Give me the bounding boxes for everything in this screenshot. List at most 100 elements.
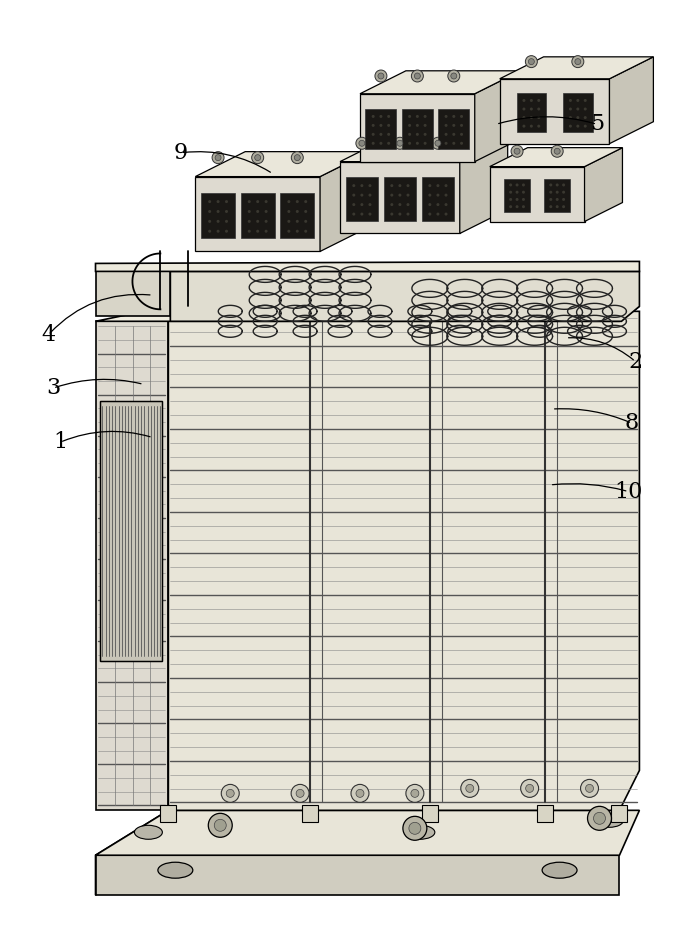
Circle shape	[222, 785, 239, 803]
Circle shape	[416, 115, 419, 118]
Circle shape	[445, 115, 447, 118]
Circle shape	[538, 107, 540, 110]
Circle shape	[406, 785, 424, 803]
Circle shape	[511, 146, 523, 157]
Circle shape	[577, 107, 579, 110]
Circle shape	[291, 151, 303, 164]
Circle shape	[452, 133, 455, 136]
Circle shape	[361, 204, 363, 206]
Circle shape	[387, 115, 390, 118]
Circle shape	[408, 133, 411, 136]
Circle shape	[528, 59, 534, 65]
Circle shape	[522, 198, 525, 201]
Polygon shape	[96, 321, 168, 810]
Circle shape	[217, 200, 219, 204]
Circle shape	[452, 124, 455, 126]
Circle shape	[226, 789, 234, 797]
Circle shape	[514, 148, 520, 154]
Circle shape	[252, 151, 264, 164]
Polygon shape	[500, 57, 654, 79]
Circle shape	[530, 107, 533, 110]
Circle shape	[208, 813, 232, 837]
Circle shape	[424, 133, 426, 136]
Circle shape	[217, 210, 219, 213]
Circle shape	[208, 230, 211, 233]
Polygon shape	[545, 179, 570, 212]
Circle shape	[394, 137, 406, 149]
Circle shape	[549, 205, 552, 208]
Text: 9: 9	[173, 142, 188, 164]
Circle shape	[466, 785, 474, 792]
Circle shape	[368, 184, 371, 187]
Polygon shape	[438, 108, 469, 149]
Circle shape	[296, 210, 298, 213]
Circle shape	[460, 115, 463, 118]
Polygon shape	[360, 94, 475, 162]
Circle shape	[415, 73, 420, 79]
Circle shape	[509, 184, 512, 186]
Circle shape	[569, 99, 572, 102]
Circle shape	[257, 210, 259, 213]
Circle shape	[304, 210, 307, 213]
Circle shape	[380, 142, 382, 145]
Circle shape	[451, 73, 457, 79]
Circle shape	[407, 194, 410, 197]
Circle shape	[448, 70, 460, 82]
Circle shape	[584, 107, 586, 110]
Circle shape	[375, 70, 387, 82]
Circle shape	[445, 213, 447, 216]
Circle shape	[372, 115, 375, 118]
Circle shape	[208, 210, 211, 213]
Circle shape	[296, 220, 298, 223]
Circle shape	[562, 191, 565, 194]
Circle shape	[428, 204, 431, 206]
Circle shape	[521, 780, 539, 797]
Circle shape	[217, 230, 219, 233]
Circle shape	[516, 191, 519, 194]
Circle shape	[356, 789, 364, 797]
Circle shape	[581, 780, 598, 797]
Circle shape	[461, 780, 479, 797]
Circle shape	[584, 116, 586, 119]
Circle shape	[424, 115, 426, 118]
Polygon shape	[421, 178, 454, 221]
Circle shape	[257, 230, 259, 233]
Circle shape	[530, 125, 533, 127]
Circle shape	[390, 213, 394, 216]
Circle shape	[352, 184, 355, 187]
Circle shape	[509, 198, 512, 201]
Circle shape	[351, 785, 369, 803]
Circle shape	[287, 220, 290, 223]
Polygon shape	[96, 306, 640, 321]
Circle shape	[586, 785, 593, 792]
Circle shape	[372, 124, 375, 126]
Circle shape	[296, 789, 304, 797]
Circle shape	[247, 210, 251, 213]
Circle shape	[411, 789, 419, 797]
Text: 5: 5	[590, 113, 604, 135]
Circle shape	[562, 184, 565, 186]
Polygon shape	[241, 193, 275, 238]
Circle shape	[452, 142, 455, 145]
Circle shape	[556, 184, 559, 186]
Circle shape	[569, 125, 572, 127]
Circle shape	[428, 184, 431, 187]
Circle shape	[296, 200, 298, 204]
Polygon shape	[346, 178, 378, 221]
Circle shape	[287, 230, 290, 233]
Polygon shape	[384, 178, 416, 221]
Circle shape	[436, 194, 440, 197]
Circle shape	[225, 210, 228, 213]
Circle shape	[352, 194, 355, 197]
Circle shape	[424, 142, 426, 145]
Circle shape	[407, 213, 410, 216]
Circle shape	[577, 125, 579, 127]
Circle shape	[584, 99, 586, 102]
Polygon shape	[490, 147, 622, 166]
Circle shape	[304, 220, 307, 223]
Circle shape	[530, 116, 533, 119]
Circle shape	[522, 107, 526, 110]
Text: 4: 4	[41, 324, 55, 346]
Circle shape	[378, 73, 384, 79]
Circle shape	[569, 116, 572, 119]
